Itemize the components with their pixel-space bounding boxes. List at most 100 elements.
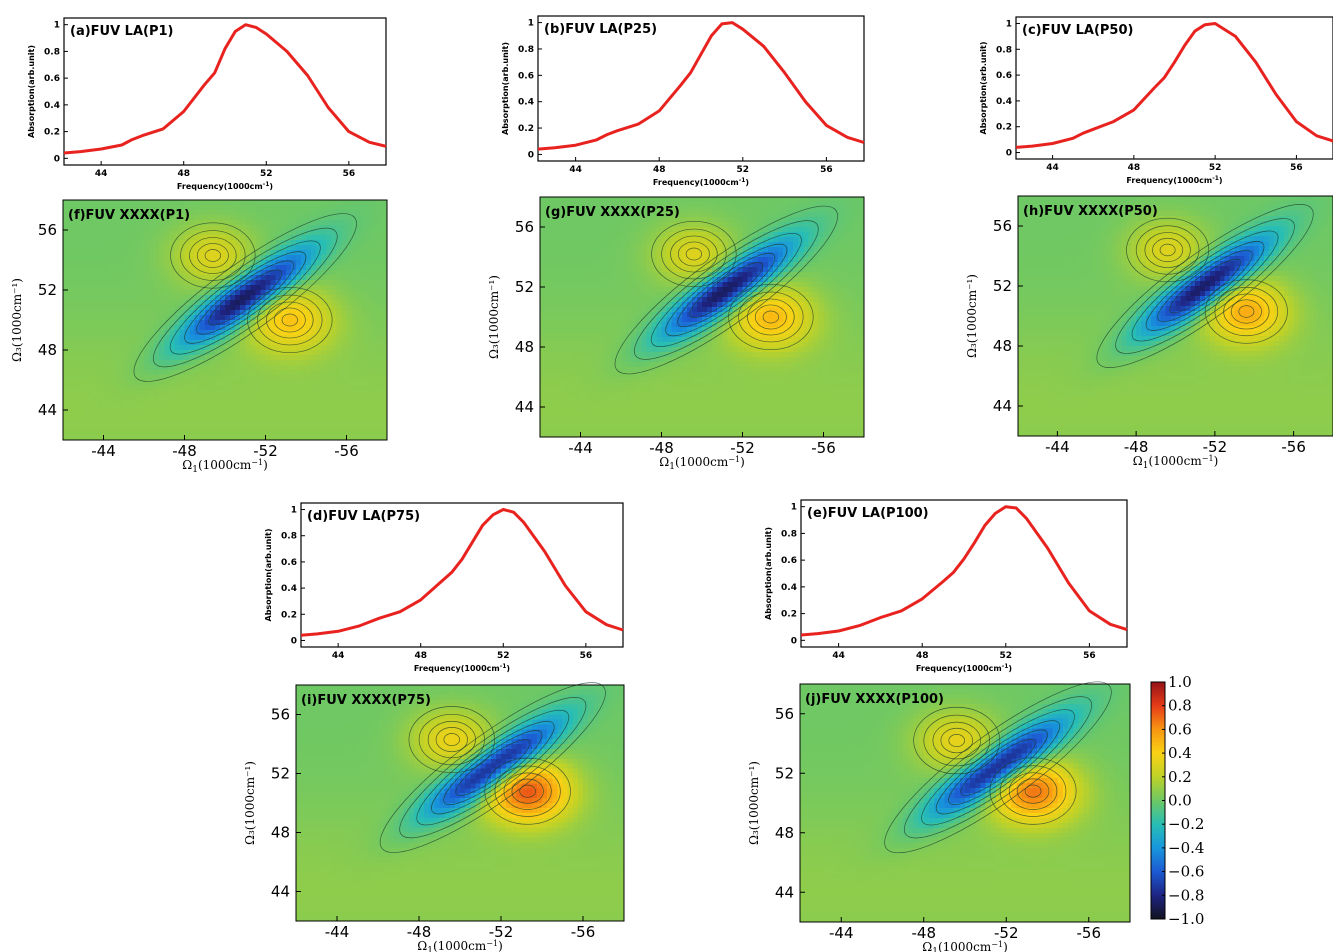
heatmap-cell xyxy=(610,272,617,278)
heatmap-cell xyxy=(290,360,297,366)
heatmap-cell xyxy=(250,290,256,296)
heatmap-cell xyxy=(595,257,602,263)
heatmap-cell xyxy=(595,287,602,293)
heatmap-cell xyxy=(255,210,262,216)
heatmap-cell xyxy=(772,287,779,293)
heatmap-cell xyxy=(98,425,105,431)
heatmap-cell xyxy=(570,272,577,278)
heatmap-cell xyxy=(265,380,272,386)
heatmap-cell xyxy=(555,302,561,308)
heatmap-cell xyxy=(98,230,105,236)
heatmap-cell xyxy=(590,237,597,243)
heatmap-cell xyxy=(550,237,556,243)
heatmap-cell xyxy=(98,245,105,251)
heatmap-cell xyxy=(240,225,246,231)
heatmap-cell xyxy=(154,385,160,391)
heatmap-cell xyxy=(346,230,353,236)
heatmap-cell xyxy=(73,215,79,221)
heatmap-cell xyxy=(823,292,830,298)
heatmap-cell xyxy=(285,360,292,366)
heatmap-cell xyxy=(68,415,74,421)
heatmap-cell xyxy=(316,405,322,411)
heatmap-cell xyxy=(214,335,221,341)
heatmap-cell xyxy=(833,297,840,303)
heatmap-cell xyxy=(696,282,703,288)
heatmap-cell xyxy=(154,420,160,426)
heatmap-cell xyxy=(138,340,145,346)
heatmap-cell xyxy=(646,282,652,288)
heatmap-cell xyxy=(346,380,353,386)
heatmap-cell xyxy=(621,247,627,253)
heatmap-cell xyxy=(189,285,196,291)
heatmap-cell xyxy=(159,355,165,361)
heatmap-cell xyxy=(118,375,125,381)
heatmap-cell xyxy=(138,355,145,361)
heatmap-cell xyxy=(306,320,312,326)
x-tick-label: 44 xyxy=(332,651,345,661)
heatmap-cell xyxy=(595,237,602,243)
heatmap-cell xyxy=(376,380,383,386)
heatmap-cell xyxy=(610,277,617,283)
heatmap-cell xyxy=(686,247,693,253)
heatmap-cell xyxy=(316,415,322,421)
heatmap-cell xyxy=(230,230,236,236)
heatmap-cell xyxy=(321,320,327,326)
heatmap-cell xyxy=(78,210,84,216)
heatmap-cell xyxy=(376,205,383,211)
heatmap-cell xyxy=(68,355,74,361)
heatmap-cell xyxy=(83,280,89,286)
heatmap-cell xyxy=(230,305,236,311)
heatmap-cell xyxy=(265,340,272,346)
heatmap-cell xyxy=(772,322,779,328)
heatmap-cell xyxy=(848,212,855,218)
heatmap-cell xyxy=(565,202,571,208)
heatmap-cell xyxy=(108,255,115,261)
heatmap-cell xyxy=(93,200,100,206)
heatmap-cell xyxy=(381,345,388,351)
heatmap-cell xyxy=(351,325,358,331)
heatmap-cell xyxy=(88,230,94,236)
heatmap-cell xyxy=(184,225,191,231)
heatmap-cell xyxy=(788,227,794,233)
heatmap-cell xyxy=(828,247,835,253)
heatmap-cell xyxy=(260,370,267,376)
heatmap-cell xyxy=(133,325,140,331)
heatmap-cell xyxy=(179,385,186,391)
heatmap-cell xyxy=(722,282,728,288)
heatmap-cell xyxy=(159,395,165,401)
heatmap-cell xyxy=(722,267,728,273)
heatmap-cell xyxy=(93,285,100,291)
heatmap-cell xyxy=(98,235,105,241)
heatmap-cell xyxy=(545,282,551,288)
heatmap-cell xyxy=(321,370,327,376)
y-tick-label: 0.2 xyxy=(781,610,797,620)
heatmap-cell xyxy=(321,400,327,406)
heatmap-cell xyxy=(138,280,145,286)
heatmap-cell xyxy=(813,327,820,333)
heatmap-cell xyxy=(793,227,799,233)
heatmap-cell xyxy=(575,207,582,213)
heatmap-cell xyxy=(702,252,708,258)
heatmap-cell xyxy=(742,277,749,283)
heatmap-cell xyxy=(290,230,297,236)
heatmap-cell xyxy=(783,197,789,203)
heatmap-cell xyxy=(225,425,231,431)
heatmap-cell xyxy=(164,435,170,441)
heatmap-cell xyxy=(285,280,292,286)
heatmap-cell xyxy=(230,375,236,381)
heatmap-cell xyxy=(98,385,105,391)
heatmap-cell xyxy=(686,277,693,283)
heatmap-cell xyxy=(230,340,236,346)
heatmap-cell xyxy=(118,365,125,371)
heatmap-cell xyxy=(78,205,84,211)
heatmap-cell xyxy=(184,415,191,421)
heatmap-cell xyxy=(133,290,140,296)
heatmap-cell xyxy=(853,282,860,288)
heatmap-cell xyxy=(331,400,337,406)
heatmap-cell xyxy=(138,260,145,266)
heatmap-cell xyxy=(108,215,115,221)
heatmap-cell xyxy=(570,262,577,268)
heatmap-cell xyxy=(722,307,728,313)
heatmap-cell xyxy=(98,335,105,341)
heatmap-cell xyxy=(113,275,120,281)
